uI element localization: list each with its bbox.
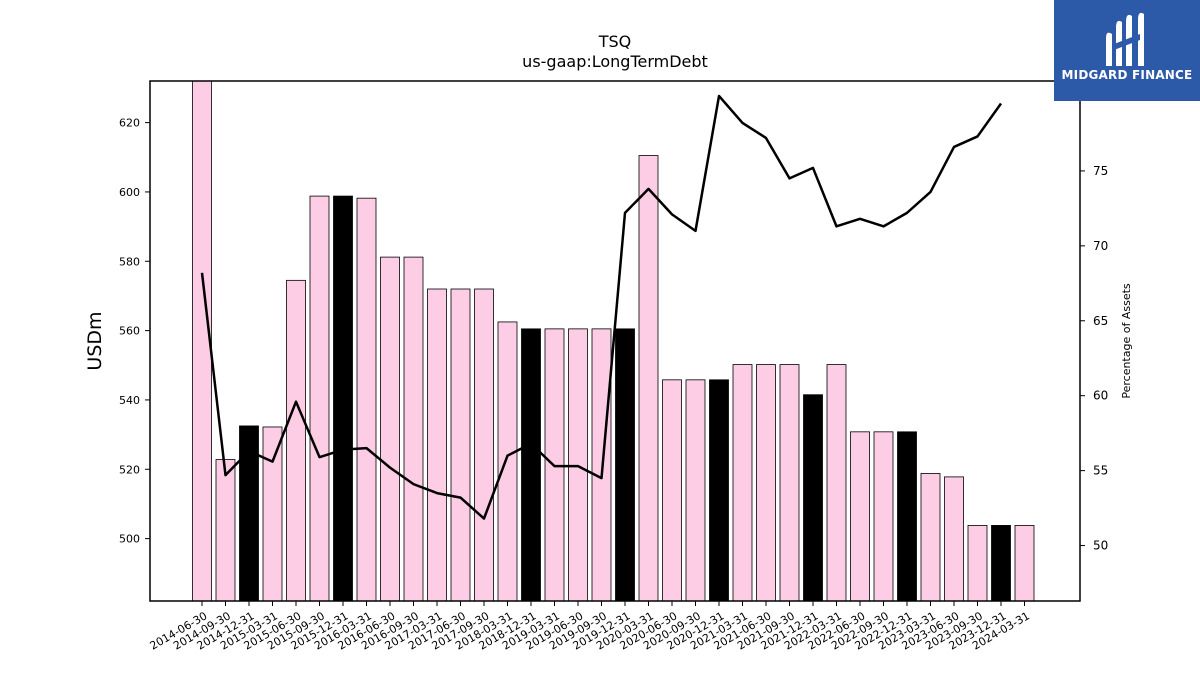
series-line: [200, 94, 1003, 520]
bar: [521, 328, 541, 601]
chart-title: TSQ: [598, 32, 632, 51]
chart-subtitle: us-gaap:LongTermDebt: [522, 52, 708, 71]
y2-tick-label: 65: [1093, 314, 1108, 328]
y2-axis-label: Percentage of Assets: [1120, 283, 1133, 399]
y2-tick-label: 75: [1093, 164, 1108, 178]
y2-tick-label: 50: [1093, 539, 1108, 553]
bar: [779, 364, 800, 601]
y-tick-label: 580: [119, 255, 140, 268]
bar: [732, 364, 753, 601]
bar: [826, 364, 847, 601]
bar: [685, 379, 706, 601]
bar: [192, 81, 212, 601]
bar: [709, 379, 729, 601]
bar: [873, 431, 894, 601]
bar: [497, 321, 518, 601]
y-tick-label: 600: [119, 186, 140, 199]
bar: [450, 288, 471, 601]
y-tick-label: 540: [119, 394, 140, 407]
bar: [897, 431, 917, 601]
y-tick-label: 560: [119, 325, 140, 338]
logo-text: MIDGARD FINANCE: [1061, 68, 1193, 82]
bar: [662, 379, 682, 601]
bar: [803, 394, 823, 601]
bar: [1014, 525, 1035, 601]
bar: [427, 288, 447, 601]
bar: [944, 476, 964, 601]
bar: [991, 525, 1011, 601]
bar: [215, 459, 236, 601]
bar: [850, 431, 870, 601]
bar: [756, 364, 776, 601]
plot-frame: [149, 80, 1081, 602]
y-axis-label: USDm: [84, 311, 106, 370]
bar: [403, 256, 424, 601]
bar: [920, 473, 941, 601]
bar: [356, 197, 377, 601]
bar: [262, 426, 283, 601]
bar: [286, 279, 306, 601]
y2-tick-label: 55: [1093, 464, 1108, 478]
y2-tick-label: 70: [1093, 239, 1108, 253]
bar: [615, 328, 635, 601]
bar: [333, 195, 353, 601]
bar: [474, 288, 494, 601]
midgard-logo-icon: [1106, 12, 1144, 66]
bar: [967, 525, 988, 601]
y-tick-label: 620: [119, 117, 140, 130]
y-tick-label: 520: [119, 463, 140, 476]
midgard-finance-logo: MIDGARD FINANCE: [1054, 0, 1200, 101]
bar: [380, 256, 400, 601]
y-tick-label: 500: [119, 533, 140, 546]
bar: [309, 195, 330, 601]
bar: [638, 155, 659, 601]
y2-tick-label: 60: [1093, 389, 1108, 403]
